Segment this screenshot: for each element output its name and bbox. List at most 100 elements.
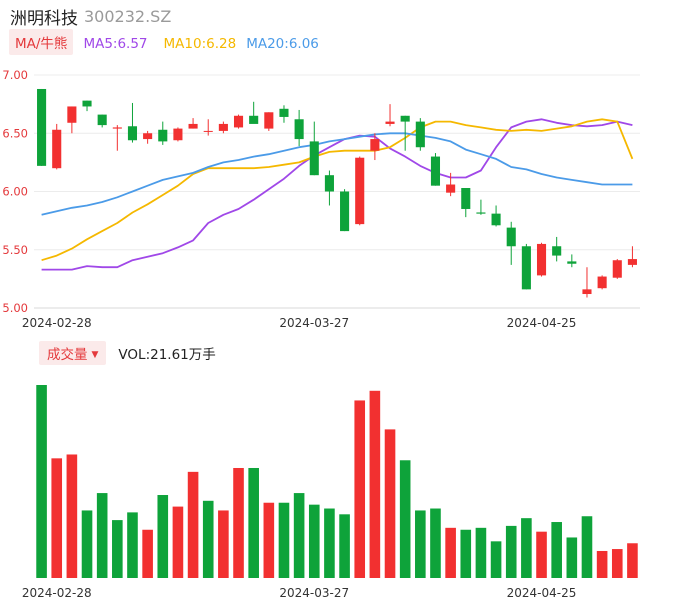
caret-down-icon: ▼ [91, 350, 99, 360]
volume-bar [233, 467, 244, 578]
volume-bar [627, 543, 638, 578]
price-tick-label: 6.00 [2, 185, 28, 199]
volume-bar [369, 390, 381, 578]
candle-up [355, 157, 365, 225]
candle-down [324, 175, 334, 192]
volume-bar [66, 454, 78, 578]
stock-header: 洲明科技 300232.SZ [10, 4, 172, 29]
candle-down [37, 88, 47, 166]
candle-up [597, 276, 607, 289]
volume-bar [475, 527, 487, 578]
candle-down [340, 191, 350, 232]
ma20-line [41, 132, 633, 216]
volume-bar [202, 500, 214, 578]
volume-bar [536, 531, 547, 578]
candle-up [173, 128, 183, 141]
volume-bar [142, 529, 153, 578]
volume-bar [611, 549, 623, 578]
date-tick-label: 2024-02-28 [22, 586, 92, 600]
volume-bar [566, 537, 578, 578]
candle-up [203, 130, 213, 132]
volume-bar [399, 460, 411, 578]
price-tick-label: 6.50 [2, 126, 28, 140]
volume-bar [324, 508, 335, 578]
volume-bar [81, 510, 93, 578]
candle-down [476, 212, 486, 214]
volume-bar [430, 508, 441, 578]
stock-name: 洲明科技 [10, 9, 78, 29]
volume-bar [415, 510, 426, 578]
volume-bar [263, 502, 275, 578]
candle-down [127, 126, 138, 141]
volume-bar [308, 504, 320, 578]
volume-bar [157, 495, 169, 578]
candle-up [612, 260, 622, 278]
candle-up [188, 123, 198, 129]
candle-down [552, 246, 562, 256]
candle-up [218, 123, 228, 131]
volume-toggle-button[interactable]: 成交量 ▼ [39, 341, 107, 365]
volume-bar [460, 529, 472, 578]
candle-up [67, 106, 77, 123]
date-tick-label: 2024-03-27 [279, 586, 349, 600]
candle-up [582, 289, 592, 295]
volume-bar [445, 527, 456, 578]
candle-down [430, 156, 441, 186]
candle-up [264, 112, 274, 129]
price-tick-label: 7.00 [2, 68, 28, 82]
volume-toggle-label: 成交量 [47, 347, 88, 363]
candle-up [627, 259, 637, 265]
ma-indicator-bar: MA/牛熊 MA5:6.57 MA10:6.28 MA20:6.06 [9, 29, 319, 55]
volume-indicator-bar: 成交量 ▼ VOL:21.61万手 [39, 341, 216, 365]
volume-bar [248, 467, 259, 578]
candle-down [567, 261, 577, 264]
volume-bar [36, 385, 47, 578]
candle-down [249, 115, 259, 124]
candle-down [279, 108, 289, 117]
volume-bar [354, 400, 366, 578]
date-tick-label: 2024-03-27 [279, 316, 349, 330]
volume-bar [293, 493, 305, 578]
candle-down [97, 114, 107, 126]
candle-up [112, 127, 122, 129]
candle-up [370, 139, 380, 151]
volume-bar [581, 516, 593, 578]
volume-bar [551, 522, 562, 578]
candle-down [461, 188, 471, 209]
candle-down [506, 227, 516, 247]
volume-bar [172, 506, 184, 578]
ma10-value: MA10:6.28 [163, 36, 237, 52]
ma5-value: MA5:6.57 [83, 36, 148, 52]
volume-bar [339, 514, 350, 578]
volume-bar [112, 520, 123, 578]
volume-value: VOL:21.61万手 [118, 347, 216, 363]
candle-up [52, 129, 62, 169]
candle-down [400, 115, 410, 122]
volume-bar [505, 525, 517, 578]
candle-down [309, 141, 319, 176]
ma-toggle-button[interactable]: MA/牛熊 [9, 29, 74, 55]
volume-bar [187, 471, 199, 578]
candle-down [82, 100, 92, 107]
stock-code: 300232.SZ [84, 7, 172, 26]
candle-up [446, 184, 456, 193]
ma5-line [41, 118, 633, 271]
candle-up [385, 121, 395, 124]
date-tick-label: 2024-02-28 [22, 316, 92, 330]
candle-down [294, 119, 304, 140]
ma10-line [41, 118, 634, 262]
volume-bar [127, 512, 138, 578]
volume-bar [596, 550, 608, 578]
price-tick-label: 5.00 [2, 301, 28, 315]
date-tick-label: 2024-04-25 [507, 586, 577, 600]
volume-bar [96, 493, 108, 578]
candle-up [233, 115, 244, 128]
date-tick-label: 2024-04-25 [507, 316, 577, 330]
price-tick-label: 5.50 [2, 243, 28, 257]
volume-bar [51, 458, 63, 578]
volume-bar [490, 541, 502, 578]
volume-bar [521, 518, 532, 578]
volume-bar [218, 510, 229, 578]
candle-down [491, 213, 501, 226]
